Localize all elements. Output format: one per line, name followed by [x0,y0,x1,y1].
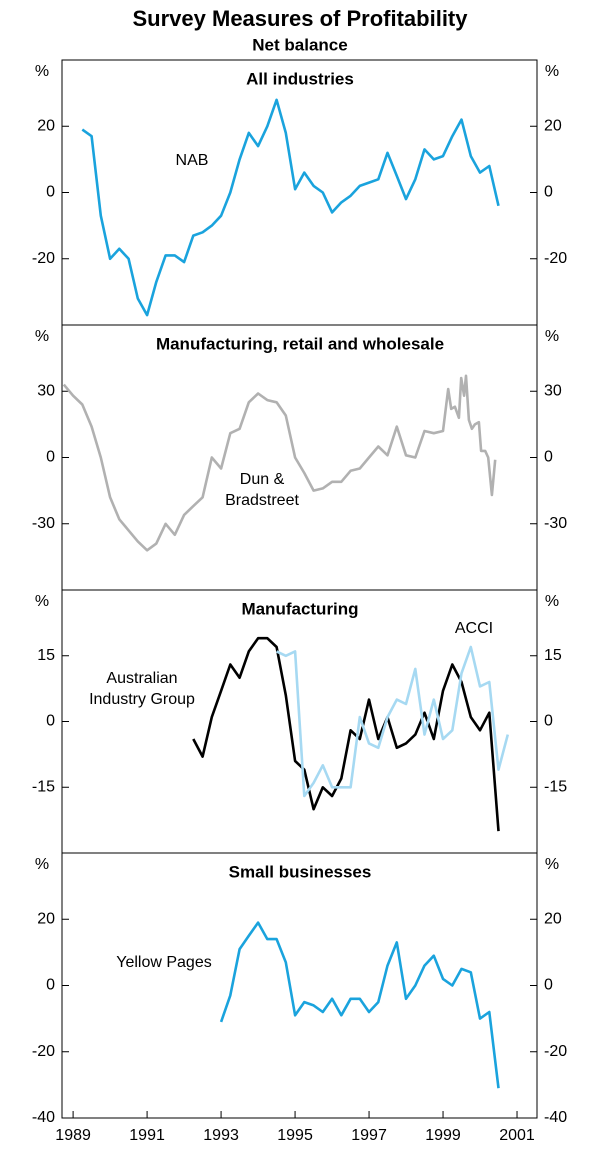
x-tick-label: 1997 [351,1127,387,1144]
y2-unit: % [545,328,559,345]
x-tick-label: 1989 [55,1127,91,1144]
x-tick-label: 2001 [499,1127,535,1144]
chart-title: Survey Measures of Profitability [133,6,469,31]
x-tick-label: 1991 [129,1127,165,1144]
y-tick-label: -15 [32,778,55,795]
y2-tick-label: 0 [544,977,553,994]
series-label: Australian Industry Group [89,670,195,708]
y2-tick-label: 30 [544,382,562,399]
series-line [62,374,497,552]
y-tick-label: -30 [32,515,55,532]
panel-title: Manufacturing [241,599,358,618]
y2-unit: % [545,856,559,873]
y-tick-label: 0 [46,449,55,466]
x-tick-label: 1995 [277,1127,313,1144]
y2-tick-label: -15 [544,778,567,795]
series-line [219,921,500,1089]
y2-tick-label: -30 [544,515,567,532]
chart-subtitle: Net balance [252,35,347,54]
y2-tick-label: -20 [544,250,567,267]
series-line [276,645,510,798]
plot-frame [61,59,538,1119]
y-tick-label: -20 [32,1043,55,1060]
series-label: Dun & Bradstreet [225,471,299,509]
y2-unit: % [545,63,559,80]
series-line [81,98,500,317]
x-tick-label: 1999 [425,1127,461,1144]
y-tick-label: -40 [32,1109,55,1126]
y2-tick-label: 0 [544,184,553,201]
panel-title: Manufacturing, retail and wholesale [156,334,444,353]
y2-unit: % [545,593,559,610]
y-tick-label: -20 [32,250,55,267]
y-unit: % [35,63,49,80]
y-unit: % [35,856,49,873]
y-tick-label: 0 [46,977,55,994]
y-unit: % [35,593,49,610]
y2-tick-label: 20 [544,910,562,927]
y2-tick-label: -40 [544,1109,567,1126]
y2-tick-label: 20 [544,117,562,134]
y-tick-label: 20 [37,117,55,134]
y2-tick-label: -20 [544,1043,567,1060]
y-tick-label: 30 [37,382,55,399]
series-label: NAB [175,151,209,169]
series-line [192,636,500,832]
series-label: Yellow Pages [116,953,212,971]
y-unit: % [35,328,49,345]
y2-tick-label: 0 [544,449,553,466]
panel-title: Small businesses [229,862,372,881]
y-tick-label: 0 [46,713,55,730]
panel-title: All industries [246,69,354,88]
y-tick-label: 0 [46,184,55,201]
y-tick-label: 15 [37,647,55,664]
y-tick-label: 20 [37,910,55,927]
x-tick-label: 1993 [203,1127,239,1144]
series-label: ACCI [454,619,494,637]
y2-tick-label: 15 [544,647,562,664]
y2-tick-label: 0 [544,713,553,730]
